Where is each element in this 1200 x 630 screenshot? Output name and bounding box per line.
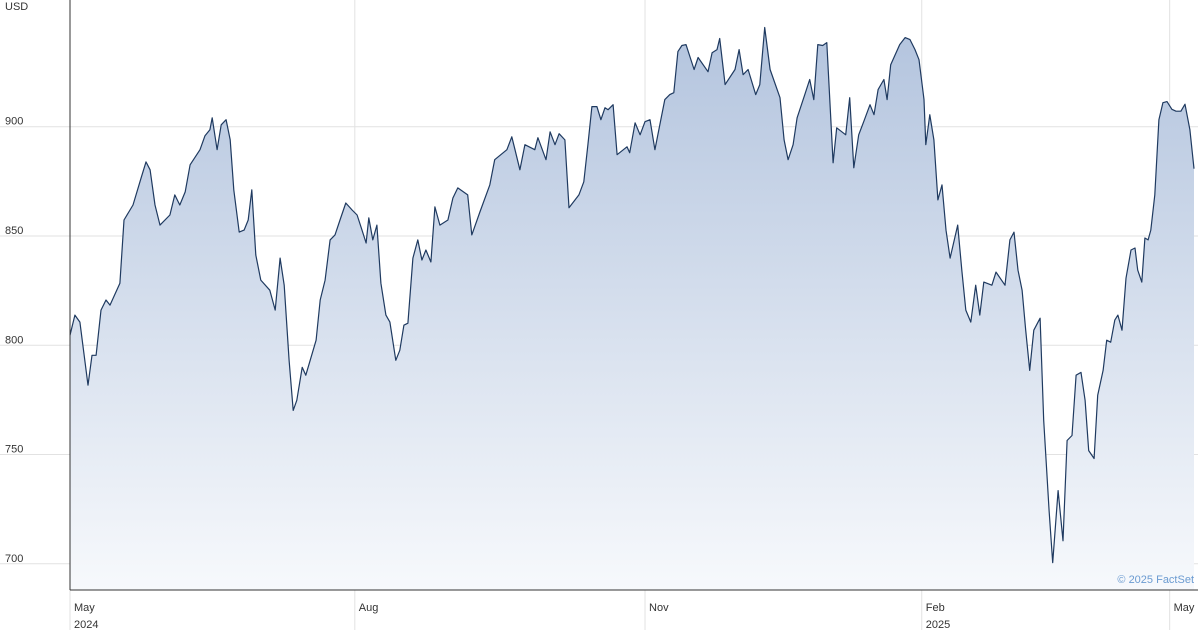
unit-label: USD — [5, 1, 28, 13]
price-line — [69, 26, 1195, 564]
plot — [69, 26, 1195, 590]
x-tick-label: May — [1174, 602, 1195, 614]
y-tick-label: 800 — [5, 334, 23, 346]
y-tick-label: 850 — [5, 225, 23, 237]
y-tick-label: 900 — [5, 116, 23, 128]
x-tick-label: Feb — [926, 602, 945, 614]
y-tick-label: 700 — [5, 553, 23, 565]
credit: © 2025 FactSet — [1117, 574, 1194, 586]
x-tick-label: Aug — [359, 602, 379, 614]
x-tick-label: May — [74, 602, 95, 614]
area-fill — [70, 27, 1194, 590]
x-tick-year: 2025 — [926, 619, 950, 630]
x-tick-year: 2024 — [74, 619, 98, 630]
x-tick-label: Nov — [649, 602, 669, 614]
y-tick-label: 750 — [5, 444, 23, 456]
